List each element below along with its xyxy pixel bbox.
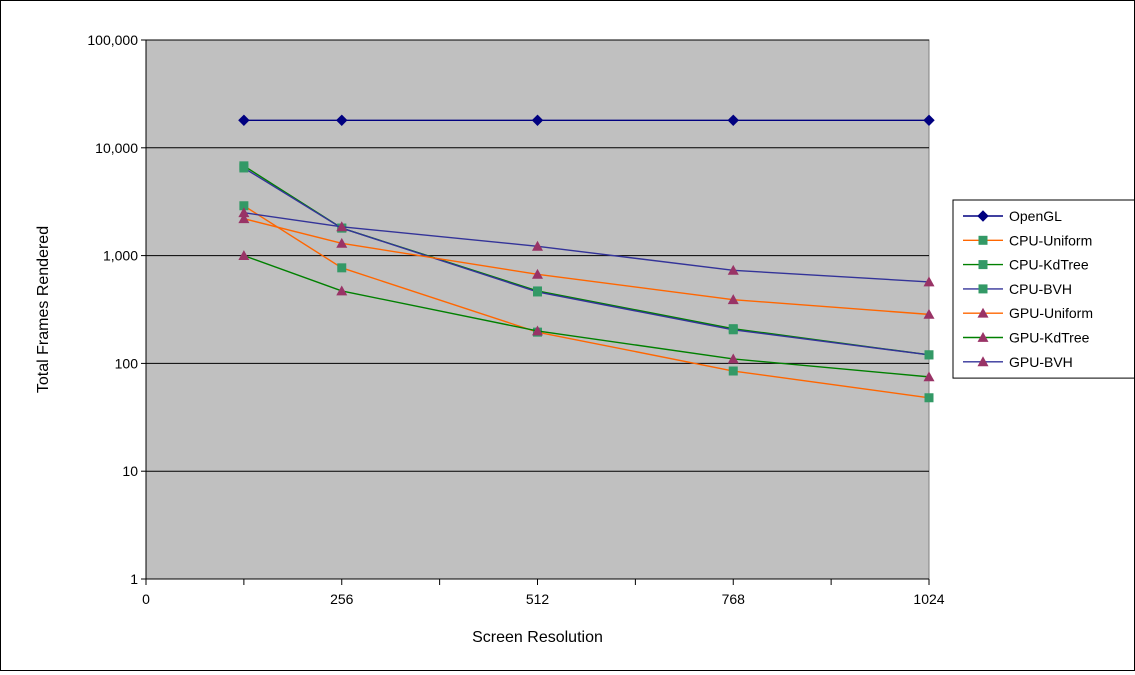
tick-labels: 1 10 100 1,000 10,000 100,000 0 256 512 768 1024 [87,32,944,607]
data-point [532,268,543,279]
x-axis-title: Screen Resolution [472,629,603,646]
data-point [238,250,250,260]
data-point [923,114,935,126]
data-point [238,213,250,224]
legend-label: GPU-KdTree [1009,330,1090,346]
data-point [337,263,347,273]
axes [141,39,930,585]
data-point [533,287,542,297]
data-point [727,353,739,364]
data-point [728,325,738,335]
y-tick-label: 1,000 [103,248,138,264]
legend-label: CPU-KdTree [1009,257,1089,273]
data-point [336,114,348,126]
legend-label: GPU-Uniform [1009,305,1093,321]
series-gpu-bvh [238,207,935,287]
legend-marker [978,284,988,294]
series-layer [238,114,935,403]
legend-item-cpu-uniform: CPU-Uniform [963,232,1092,248]
y-tick-label: 10 [122,463,138,479]
data-point [924,393,934,403]
y-tick-label: 100 [115,355,139,371]
data-point [239,201,249,211]
x-tick-label: 768 [722,591,746,607]
y-tick-label: 1 [130,571,138,587]
legend: OpenGL CPU-Uniform CPU-KdTree CPU-BVH GPU-Un… [952,199,1135,379]
legend-item-gpu-bvh: GPU-BVH [963,354,1073,370]
data-point [923,308,935,319]
legend-label: OpenGL [1009,208,1062,224]
legend-item-opengl: OpenGL [963,208,1062,224]
plot-area [145,39,930,580]
legend-item-cpu-kdtree: CPU-KdTree [963,257,1089,273]
data-point [727,294,739,305]
legend-marker [977,210,989,222]
data-point [923,371,935,382]
data-point [923,276,935,287]
legend-item-gpu-uniform: GPU-Uniform [963,305,1093,321]
x-tick-label: 256 [330,591,354,607]
data-point [532,325,543,336]
data-point [728,366,738,376]
legend-marker [977,356,989,367]
gridlines [146,39,929,472]
legend-marker [978,235,988,245]
legend-marker [977,307,989,318]
x-tick-label: 1024 [913,591,944,607]
legend-label: GPU-BVH [1009,354,1073,370]
data-point [336,221,348,232]
data-point [727,114,739,126]
series-gpu-kdtree [238,250,935,382]
data-point [532,240,543,251]
y-tick-label: 10,000 [95,140,138,156]
data-point [238,114,250,126]
data-point [531,114,544,126]
data-point [239,163,249,173]
data-point [336,237,348,248]
data-point [924,350,934,360]
series-gpu-uniform [238,213,935,319]
x-tick-label: 512 [526,591,550,607]
legend-marker [978,260,988,270]
data-point [727,264,739,275]
x-tick-label: 0 [142,591,150,607]
y-tick-label: 100,000 [87,32,138,48]
legend-item-gpu-kdtree: GPU-KdTree [963,330,1090,346]
series-opengl [238,114,935,126]
legend-label: CPU-BVH [1009,281,1072,297]
legend-marker [977,332,989,342]
data-point [238,207,250,218]
legend-label: CPU-Uniform [1009,232,1092,248]
legend-item-cpu-bvh: CPU-BVH [963,281,1072,297]
y-axis-title: Total Frames Rendered [35,226,52,393]
data-point [336,285,348,296]
